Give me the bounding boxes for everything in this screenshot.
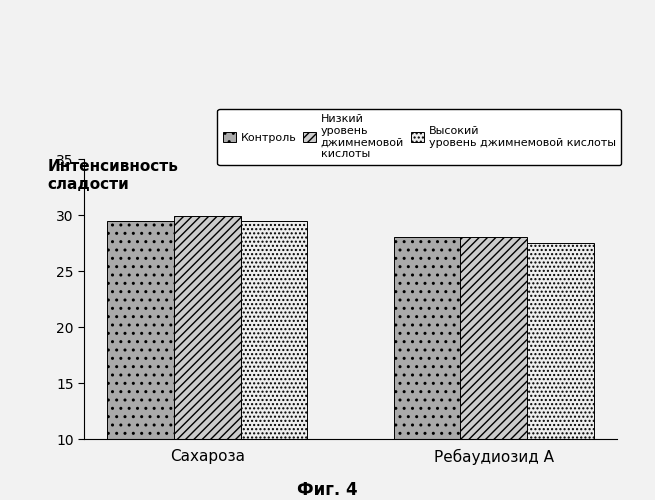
Bar <box>174 216 240 439</box>
Bar <box>107 221 174 439</box>
Text: Фиг. 4: Фиг. 4 <box>297 481 358 499</box>
Bar <box>394 236 460 439</box>
Bar <box>460 236 527 439</box>
Legend: Контроль, Низкий
уровень
джимнемовой
кислоты, Высокий
уровень джимнемовой кислот: Контроль, Низкий уровень джимнемовой кис… <box>217 109 621 165</box>
Bar <box>240 221 307 439</box>
Bar <box>527 243 593 439</box>
Y-axis label: Интенсивность
сладости: Интенсивность сладости <box>48 160 179 192</box>
